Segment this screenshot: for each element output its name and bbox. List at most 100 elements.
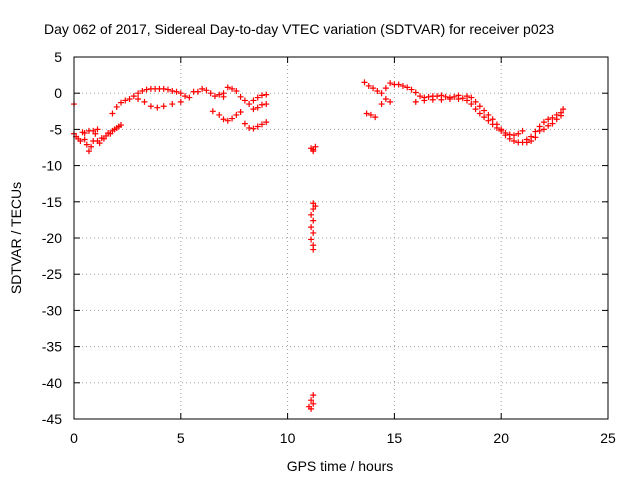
data-point [263, 119, 270, 126]
data-point [485, 117, 492, 124]
data-point [511, 132, 518, 139]
data-point [177, 90, 184, 97]
data-point [81, 136, 88, 143]
data-point [224, 117, 231, 124]
data-point [374, 88, 381, 95]
grid-layer [74, 57, 608, 419]
data-point [506, 135, 513, 142]
data-point [250, 125, 257, 132]
data-point [455, 95, 462, 102]
data-point [308, 236, 315, 243]
data-point [173, 88, 180, 95]
y-tick-label: -5 [50, 121, 63, 137]
data-point [160, 85, 167, 92]
data-point [408, 86, 415, 93]
data-point [233, 88, 240, 95]
y-tick-label: 0 [54, 85, 62, 101]
data-point [258, 121, 265, 128]
data-point [361, 79, 368, 86]
data-point [130, 93, 137, 100]
tick-layer: 5 0 -5 -10 -15 -20 -25 -30 -35 -40 -45 0 5 10 15 20 25 [42, 49, 616, 446]
x-axis-label: GPS time / hours [287, 458, 394, 474]
data-point [211, 93, 218, 100]
data-point [308, 211, 315, 218]
data-point [498, 126, 505, 133]
data-point [378, 101, 385, 108]
data-point [263, 101, 270, 108]
data-point [182, 93, 189, 100]
y-tick-label: -15 [42, 194, 62, 210]
data-point [511, 137, 518, 144]
data-point [549, 120, 556, 127]
data-point [77, 137, 84, 144]
data-point [312, 143, 319, 150]
data-point [88, 143, 95, 150]
data-point [254, 104, 261, 111]
data-point [493, 121, 500, 128]
data-point [372, 114, 379, 121]
data-point [169, 101, 176, 108]
data-point [425, 93, 432, 100]
data-point [532, 128, 539, 135]
data-point [472, 98, 479, 105]
data-point [485, 111, 492, 118]
data-point [412, 89, 419, 96]
data-point [203, 87, 210, 94]
data-point [540, 119, 547, 126]
data-point [85, 148, 92, 155]
data-point [81, 130, 88, 137]
data-point [254, 94, 261, 101]
data-point [421, 97, 428, 104]
data-point [154, 104, 161, 111]
data-point [147, 103, 154, 110]
data-point [258, 92, 265, 99]
data-point [464, 93, 471, 100]
data-point [224, 84, 231, 91]
data-point [263, 91, 270, 98]
y-tick-label: 5 [54, 49, 62, 65]
data-point [312, 203, 319, 210]
data-point [502, 132, 509, 139]
data-point [141, 98, 148, 105]
data-point [237, 93, 244, 100]
data-point [310, 246, 317, 253]
data-point [122, 97, 129, 104]
data-point [545, 116, 552, 123]
data-point [382, 95, 389, 102]
data-point [229, 85, 236, 92]
data-point [558, 112, 565, 119]
data-point [378, 90, 385, 97]
data-point [126, 95, 133, 102]
data-point [194, 88, 201, 95]
data-point [382, 85, 389, 92]
data-point [199, 85, 206, 92]
data-point [442, 93, 449, 100]
y-axis-label: SDTVAR / TECUs [8, 182, 24, 294]
data-point [560, 106, 567, 113]
x-tick-label: 20 [493, 430, 509, 446]
data-point [446, 95, 453, 102]
data-point [169, 88, 176, 95]
data-point [246, 124, 253, 131]
data-point [308, 397, 315, 404]
y-tick-label: -30 [42, 302, 62, 318]
data-point [96, 140, 103, 147]
data-point [216, 111, 223, 118]
data-point [489, 116, 496, 123]
data-point [519, 127, 526, 134]
data-point [310, 400, 317, 407]
data-point [83, 141, 90, 148]
data-point [220, 93, 227, 100]
data-point [451, 93, 458, 100]
plot-frame [73, 56, 609, 420]
data-point [367, 111, 374, 118]
data-point [365, 82, 372, 89]
data-point [233, 111, 240, 118]
data-point [308, 405, 315, 412]
data-point [429, 96, 436, 103]
data-point [515, 130, 522, 137]
data-point [387, 98, 394, 105]
data-point [553, 116, 560, 123]
data-point [412, 98, 419, 105]
